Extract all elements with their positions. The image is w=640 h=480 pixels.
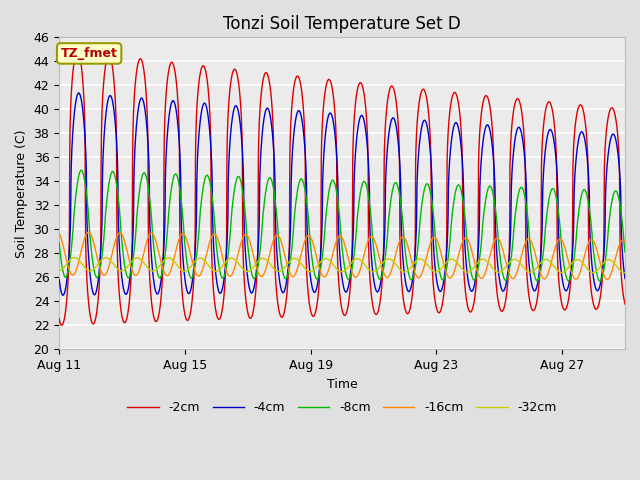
Line: -2cm: -2cm	[59, 51, 625, 325]
Line: -16cm: -16cm	[59, 232, 625, 279]
-2cm	[357, 80, 365, 86]
-16cm	[55, 231, 63, 237]
-4cm	[55, 276, 63, 282]
-8cm	[543, 207, 551, 213]
-4cm	[544, 132, 552, 138]
-2cm	[308, 312, 316, 317]
-8cm	[308, 251, 316, 257]
-4cm	[75, 90, 83, 96]
-8cm	[55, 240, 63, 245]
-2cm	[544, 100, 552, 106]
-32cm	[70, 255, 78, 261]
-32cm	[621, 270, 629, 276]
-32cm	[308, 268, 316, 274]
Y-axis label: Soil Temperature (C): Soil Temperature (C)	[15, 129, 28, 258]
-32cm	[298, 262, 306, 268]
-2cm	[58, 322, 66, 328]
-8cm	[356, 189, 364, 194]
Title: Tonzi Soil Temperature Set D: Tonzi Soil Temperature Set D	[223, 15, 461, 33]
-4cm	[308, 283, 316, 288]
-2cm	[90, 321, 97, 327]
-32cm	[89, 267, 97, 273]
-16cm	[356, 265, 364, 271]
-2cm	[55, 316, 63, 322]
Line: -4cm: -4cm	[59, 93, 625, 295]
-4cm	[299, 121, 307, 127]
-8cm	[596, 278, 604, 284]
Line: -32cm: -32cm	[59, 258, 625, 273]
-16cm	[89, 237, 97, 243]
-8cm	[419, 192, 427, 198]
-16cm	[308, 236, 316, 242]
-8cm	[77, 168, 85, 173]
-32cm	[543, 257, 551, 263]
-8cm	[89, 260, 97, 266]
-4cm	[621, 276, 629, 281]
Text: TZ_fmet: TZ_fmet	[61, 47, 118, 60]
-32cm	[419, 257, 427, 263]
-4cm	[357, 113, 365, 119]
-4cm	[420, 118, 428, 124]
-2cm	[74, 48, 81, 54]
-32cm	[55, 268, 63, 274]
-8cm	[621, 250, 629, 255]
-2cm	[299, 96, 307, 102]
-32cm	[356, 257, 364, 263]
-16cm	[604, 276, 611, 282]
-4cm	[60, 292, 67, 298]
-2cm	[420, 86, 428, 92]
-32cm	[621, 270, 628, 276]
-16cm	[298, 247, 306, 252]
-2cm	[621, 301, 629, 307]
Legend: -2cm, -4cm, -8cm, -16cm, -32cm: -2cm, -4cm, -8cm, -16cm, -32cm	[122, 396, 562, 419]
X-axis label: Time: Time	[326, 378, 358, 391]
-16cm	[84, 229, 92, 235]
-4cm	[90, 290, 97, 296]
-16cm	[621, 239, 629, 245]
Line: -8cm: -8cm	[59, 170, 625, 281]
-16cm	[419, 267, 427, 273]
-8cm	[298, 177, 306, 182]
-16cm	[543, 273, 551, 278]
